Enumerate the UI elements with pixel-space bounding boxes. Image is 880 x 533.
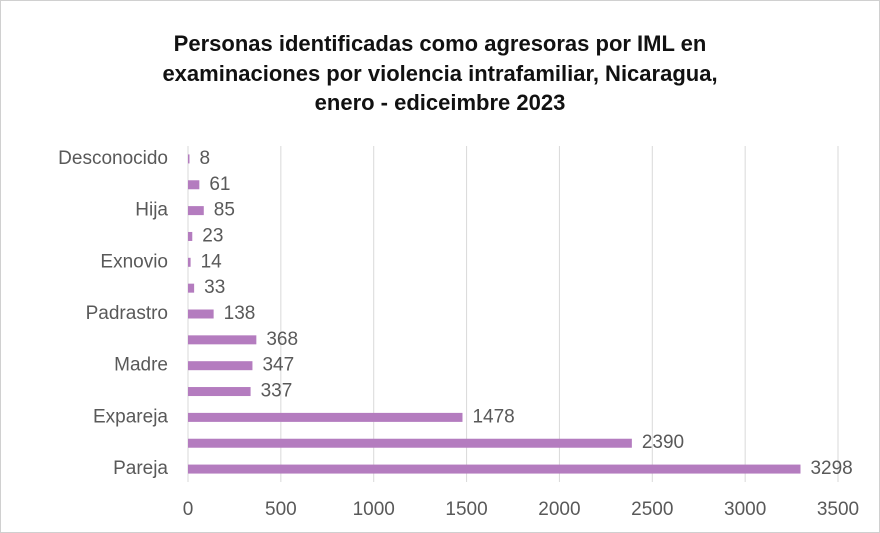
x-tick-label: 1500 (445, 499, 487, 520)
y-tick-label: Madre (114, 355, 168, 376)
chart-title: Personas identificadas como agresoras po… (174, 31, 707, 56)
y-tick-label: Desconocido (58, 148, 168, 169)
bar (188, 206, 204, 216)
x-tick-label: 1000 (353, 499, 395, 520)
y-tick-label: Hija (135, 200, 168, 221)
chart-title: examinaciones por violencia intrafamilia… (162, 61, 717, 86)
data-label: 14 (201, 251, 223, 272)
x-tick-label: 3000 (724, 499, 766, 520)
x-tick-label: 0 (183, 499, 194, 520)
data-label: 337 (261, 381, 293, 402)
bar (188, 180, 200, 190)
x-tick-label: 2500 (631, 499, 673, 520)
chart-title: enero - ediceimbre 2023 (315, 90, 566, 115)
y-tick-label: Expareja (93, 406, 168, 427)
y-tick-label: Exnovio (100, 251, 168, 272)
data-label: 3298 (810, 458, 852, 479)
data-label: 85 (214, 200, 235, 221)
data-label: 2390 (642, 432, 684, 453)
bar (188, 335, 257, 345)
data-label: 368 (266, 329, 298, 350)
bar (188, 361, 253, 371)
data-label: 1478 (472, 406, 514, 427)
data-label: 347 (262, 355, 294, 376)
x-tick-label: 3500 (817, 499, 859, 520)
data-label: 23 (202, 225, 223, 246)
bar (188, 438, 632, 448)
bar (188, 257, 191, 267)
bar (188, 387, 251, 397)
bar (188, 464, 801, 474)
y-tick-label: Padrastro (86, 303, 168, 324)
data-label: 61 (209, 174, 230, 195)
data-label: 33 (204, 277, 225, 298)
bar (188, 412, 463, 422)
data-label: 8 (199, 148, 210, 169)
x-tick-label: 2000 (538, 499, 580, 520)
y-tick-label: Pareja (113, 458, 168, 479)
bar (188, 231, 193, 241)
bar (188, 309, 214, 319)
x-tick-label: 500 (265, 499, 297, 520)
bar (188, 154, 190, 164)
data-label: 138 (224, 303, 256, 324)
bar (188, 283, 195, 293)
